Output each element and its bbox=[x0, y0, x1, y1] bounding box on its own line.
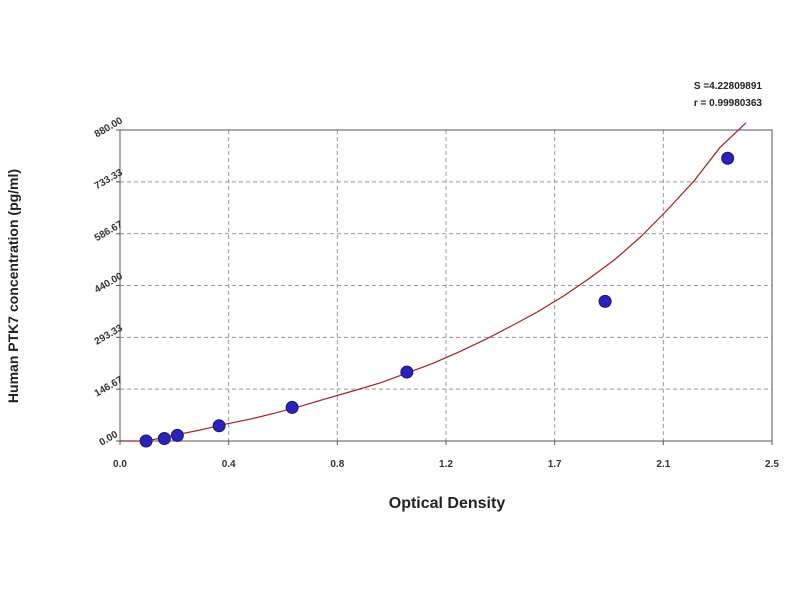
data-point bbox=[139, 434, 153, 448]
x-tick-label: 2.5 bbox=[765, 459, 779, 470]
x-tick-label: 1.2 bbox=[439, 459, 453, 470]
y-axis-title: Human PTK7 concentration (pg/ml) bbox=[5, 169, 21, 403]
x-tick-label: 2.1 bbox=[656, 459, 670, 470]
data-point bbox=[212, 419, 226, 433]
data-point bbox=[721, 151, 735, 165]
data-point bbox=[285, 400, 299, 414]
data-point bbox=[598, 294, 612, 308]
x-tick-label: 0.8 bbox=[330, 459, 344, 470]
x-tick-label: 1.7 bbox=[548, 459, 562, 470]
stat-r-annotation: r = 0.99980363 bbox=[694, 98, 763, 109]
data-point bbox=[400, 365, 414, 379]
data-point bbox=[170, 428, 184, 442]
data-point bbox=[157, 432, 171, 446]
fit-curve bbox=[120, 122, 747, 442]
y-tick-label: 0.00 bbox=[98, 429, 121, 448]
x-tick-label: 0.0 bbox=[113, 459, 127, 470]
axis-ticks: 0.0 0.4 0.8 1.2 1.7 2.1 2.50.00146.67293.33440… bbox=[93, 115, 780, 470]
data-points bbox=[139, 151, 735, 448]
grid-lines bbox=[120, 130, 772, 441]
x-axis-title: Optical Density bbox=[389, 495, 506, 512]
x-tick-label: 0.4 bbox=[222, 459, 236, 470]
stat-s-annotation: S =4.22809891 bbox=[694, 81, 763, 92]
